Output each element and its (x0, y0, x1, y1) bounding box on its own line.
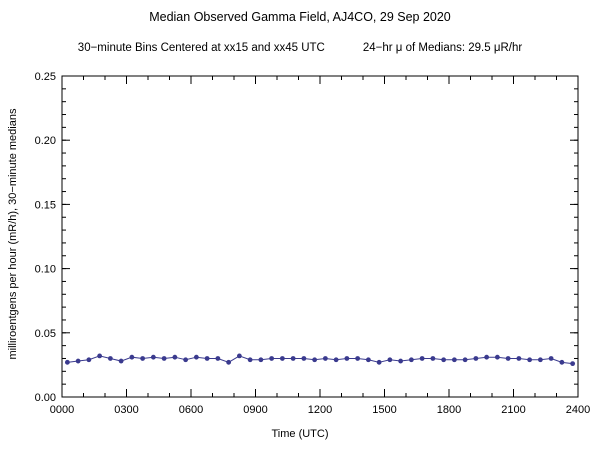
data-point (161, 356, 167, 361)
svg-text:2100: 2100 (501, 404, 525, 416)
data-point (441, 357, 447, 363)
data-point (269, 356, 275, 361)
data-point (107, 356, 113, 361)
data-point (301, 356, 307, 361)
data-point (419, 356, 425, 361)
data-point (516, 356, 522, 361)
x-axis-label: Time (UTC) (271, 428, 329, 440)
chart-subtitle: 30−minute Bins Centered at xx15 and xx45… (0, 42, 600, 54)
data-point (451, 357, 457, 363)
data-point (344, 356, 350, 361)
data-point (398, 358, 404, 364)
data-point (193, 354, 199, 360)
data-point (473, 356, 479, 361)
data-point (570, 361, 576, 367)
y-axis-label: milliroentgens per hour (mR/h), 30−minut… (7, 108, 19, 360)
data-point (215, 356, 221, 361)
data-point (86, 357, 92, 363)
data-point (290, 356, 296, 361)
svg-text:0.10: 0.10 (35, 264, 56, 276)
svg-text:2400: 2400 (566, 404, 590, 416)
data-point (226, 359, 232, 365)
data-point (387, 357, 393, 363)
data-point (172, 354, 178, 360)
data-point (312, 357, 318, 363)
data-point (64, 359, 70, 365)
svg-text:0600: 0600 (179, 404, 203, 416)
data-point (247, 357, 253, 363)
data-point (204, 356, 210, 361)
svg-text:0900: 0900 (243, 404, 267, 416)
data-point (236, 353, 242, 359)
svg-text:1200: 1200 (308, 404, 332, 416)
chart-title: Median Observed Gamma Field, AJ4CO, 29 S… (149, 10, 451, 24)
data-point (183, 357, 189, 363)
data-point (462, 357, 468, 363)
svg-text:0.15: 0.15 (35, 199, 56, 211)
data-point (527, 357, 533, 363)
svg-text:1500: 1500 (372, 404, 396, 416)
data-point (333, 357, 339, 363)
data-point (430, 356, 436, 361)
data-point (322, 356, 328, 361)
data-point (408, 357, 414, 363)
chart-subtitle-mean: 24−hr μ of Medians: 29.5 μR/hr (362, 42, 523, 54)
data-point (505, 356, 511, 361)
chart-subtitle-bins: 30−minute Bins Centered at xx15 and xx45… (77, 42, 325, 54)
data-point (548, 356, 554, 361)
data-point (494, 354, 500, 360)
data-point (537, 357, 543, 363)
svg-text:0.00: 0.00 (35, 392, 56, 404)
data-point (118, 358, 124, 364)
data-point (129, 354, 135, 360)
svg-text:1800: 1800 (437, 404, 461, 416)
data-point (484, 354, 490, 360)
svg-text:0.05: 0.05 (35, 328, 56, 340)
svg-text:0300: 0300 (114, 404, 138, 416)
svg-text:0.25: 0.25 (35, 71, 56, 83)
data-point (258, 357, 264, 363)
data-point (365, 357, 371, 363)
data-point (150, 354, 156, 360)
data-point (279, 356, 285, 361)
data-point (97, 353, 103, 359)
data-point (355, 356, 361, 361)
data-point (75, 358, 81, 364)
data-point (376, 359, 382, 365)
data-point (140, 356, 146, 361)
data-point (559, 359, 565, 365)
svg-text:0000: 0000 (50, 404, 74, 416)
svg-text:0.20: 0.20 (35, 135, 56, 147)
